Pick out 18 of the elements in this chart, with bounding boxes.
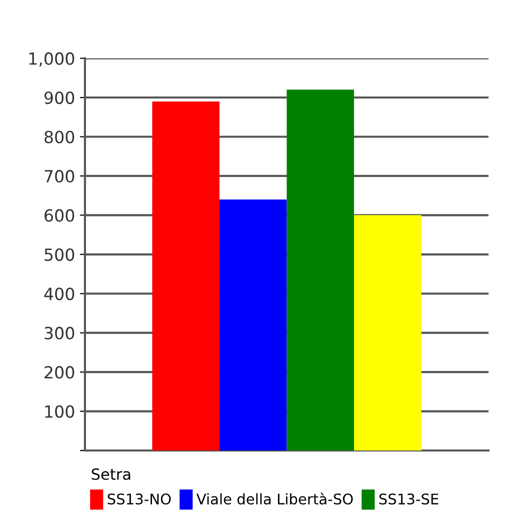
bar (354, 215, 422, 450)
y-tick-label: 600 (44, 209, 74, 222)
bar (286, 90, 354, 450)
y-tick-label: 100 (45, 405, 74, 418)
legend-label: SS13-SE (379, 494, 438, 505)
y-tick-label: 900 (44, 91, 74, 104)
y-tick-label: 500 (44, 248, 74, 261)
y-tick-label: 1,000 (29, 52, 74, 67)
y-tick-label: 200 (44, 366, 74, 379)
legend-label: Viale della Libertà-SO (196, 492, 353, 505)
bar (152, 101, 220, 450)
y-tick-label: 300 (44, 326, 74, 340)
y-tick-label: 700 (44, 170, 74, 183)
legend-label: SS13-NO (108, 494, 171, 505)
bar (219, 199, 287, 450)
y-tick-label: 800 (44, 130, 74, 144)
legend-title: Setra (92, 468, 130, 480)
y-tick-label: 400 (44, 288, 74, 300)
